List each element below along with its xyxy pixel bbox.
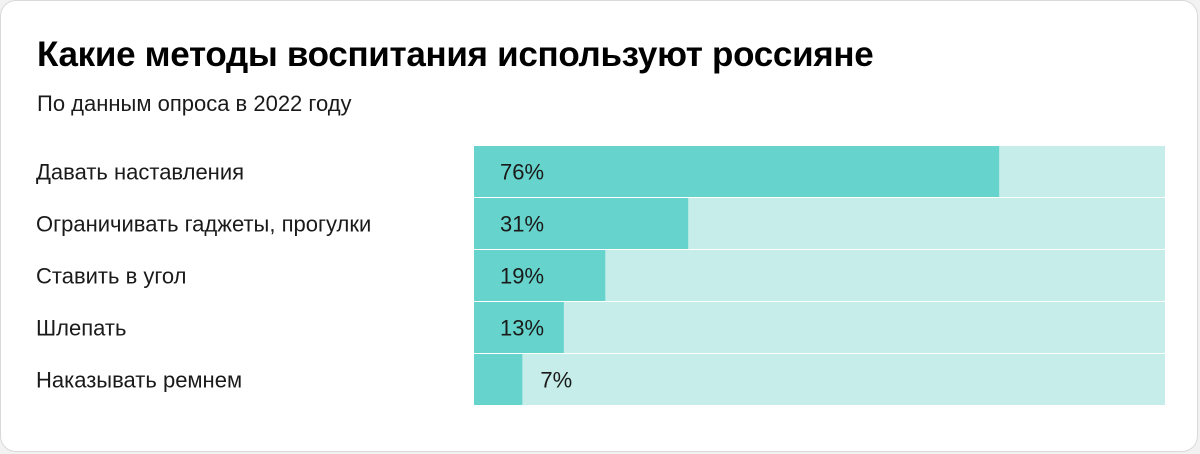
bar-row: Наказывать ремнем 7% [36,354,1165,405]
bar [474,302,564,353]
bar-track [474,354,1165,405]
bar-row: Ставить в угол 19% [36,250,1165,301]
value-label: 7% [540,368,572,393]
value-label: 31% [500,212,544,237]
bar [474,146,1000,197]
chart-subtitle: По данным опроса в 2022 году [37,91,352,116]
bar-row: Шлепать 13% [36,302,1165,353]
category-label: Наказывать ремнем [36,368,242,393]
category-label: Давать наставления [36,160,244,185]
value-label: 19% [500,264,544,289]
value-label: 76% [500,160,544,185]
bar-row: Ограничивать гаджеты, прогулки 31% [36,198,1165,249]
bar-row: Давать наставления 76% [36,146,1165,197]
bar [474,250,606,301]
chart-title: Какие методы воспитания используют росси… [37,35,874,74]
bar [474,354,523,405]
bar-track [474,302,1165,353]
bar [474,198,689,249]
value-label: 13% [500,316,544,341]
category-label: Ограничивать гаджеты, прогулки [36,212,371,237]
category-label: Шлепать [36,316,126,341]
category-label: Ставить в угол [36,264,187,289]
